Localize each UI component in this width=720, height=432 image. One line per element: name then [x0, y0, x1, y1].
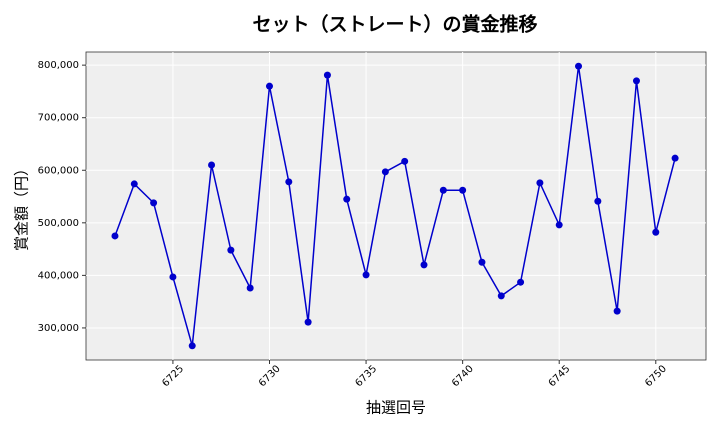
y-axis-label: 賞金額（円） [13, 161, 31, 251]
point [343, 195, 351, 203]
point [497, 292, 505, 300]
point [208, 161, 216, 169]
point [401, 157, 409, 165]
x-tick-label: 6735 [354, 363, 380, 389]
x-tick-label: 6745 [547, 363, 573, 389]
point [632, 77, 640, 85]
point [227, 246, 235, 254]
point [575, 62, 583, 70]
point [555, 221, 563, 229]
point [265, 82, 273, 90]
point [420, 261, 428, 269]
y-tick-label: 300,000 [38, 323, 79, 334]
point [130, 180, 138, 188]
x-tick-label: 6750 [643, 363, 669, 389]
y-tick-label: 700,000 [38, 113, 79, 124]
point [304, 318, 312, 326]
point [362, 271, 370, 279]
x-tick-label: 6725 [160, 363, 186, 389]
x-tick-label: 6730 [257, 363, 283, 389]
point [652, 228, 660, 236]
point [536, 179, 544, 187]
point [169, 273, 177, 281]
point [111, 232, 119, 240]
line [114, 66, 676, 347]
point [246, 284, 254, 292]
x-tick-label: 6740 [450, 363, 476, 389]
plot-area [85, 51, 707, 361]
y-tick-label: 500,000 [38, 218, 79, 229]
point [594, 197, 602, 205]
point [285, 178, 293, 186]
point [323, 71, 331, 79]
y-tick-label: 600,000 [38, 165, 79, 176]
point [150, 199, 158, 207]
point [188, 342, 196, 350]
point [671, 154, 679, 162]
y-tick-label: 400,000 [38, 270, 79, 281]
point [439, 186, 447, 194]
x-axis-label: 抽選回号 [366, 399, 426, 417]
point [613, 307, 621, 315]
point [517, 278, 525, 286]
point [478, 258, 486, 266]
point [381, 168, 389, 176]
y-tick-label: 800,000 [38, 60, 79, 71]
chart-title: セット（ストレート）の賞金推移 [252, 13, 537, 36]
point [459, 186, 467, 194]
